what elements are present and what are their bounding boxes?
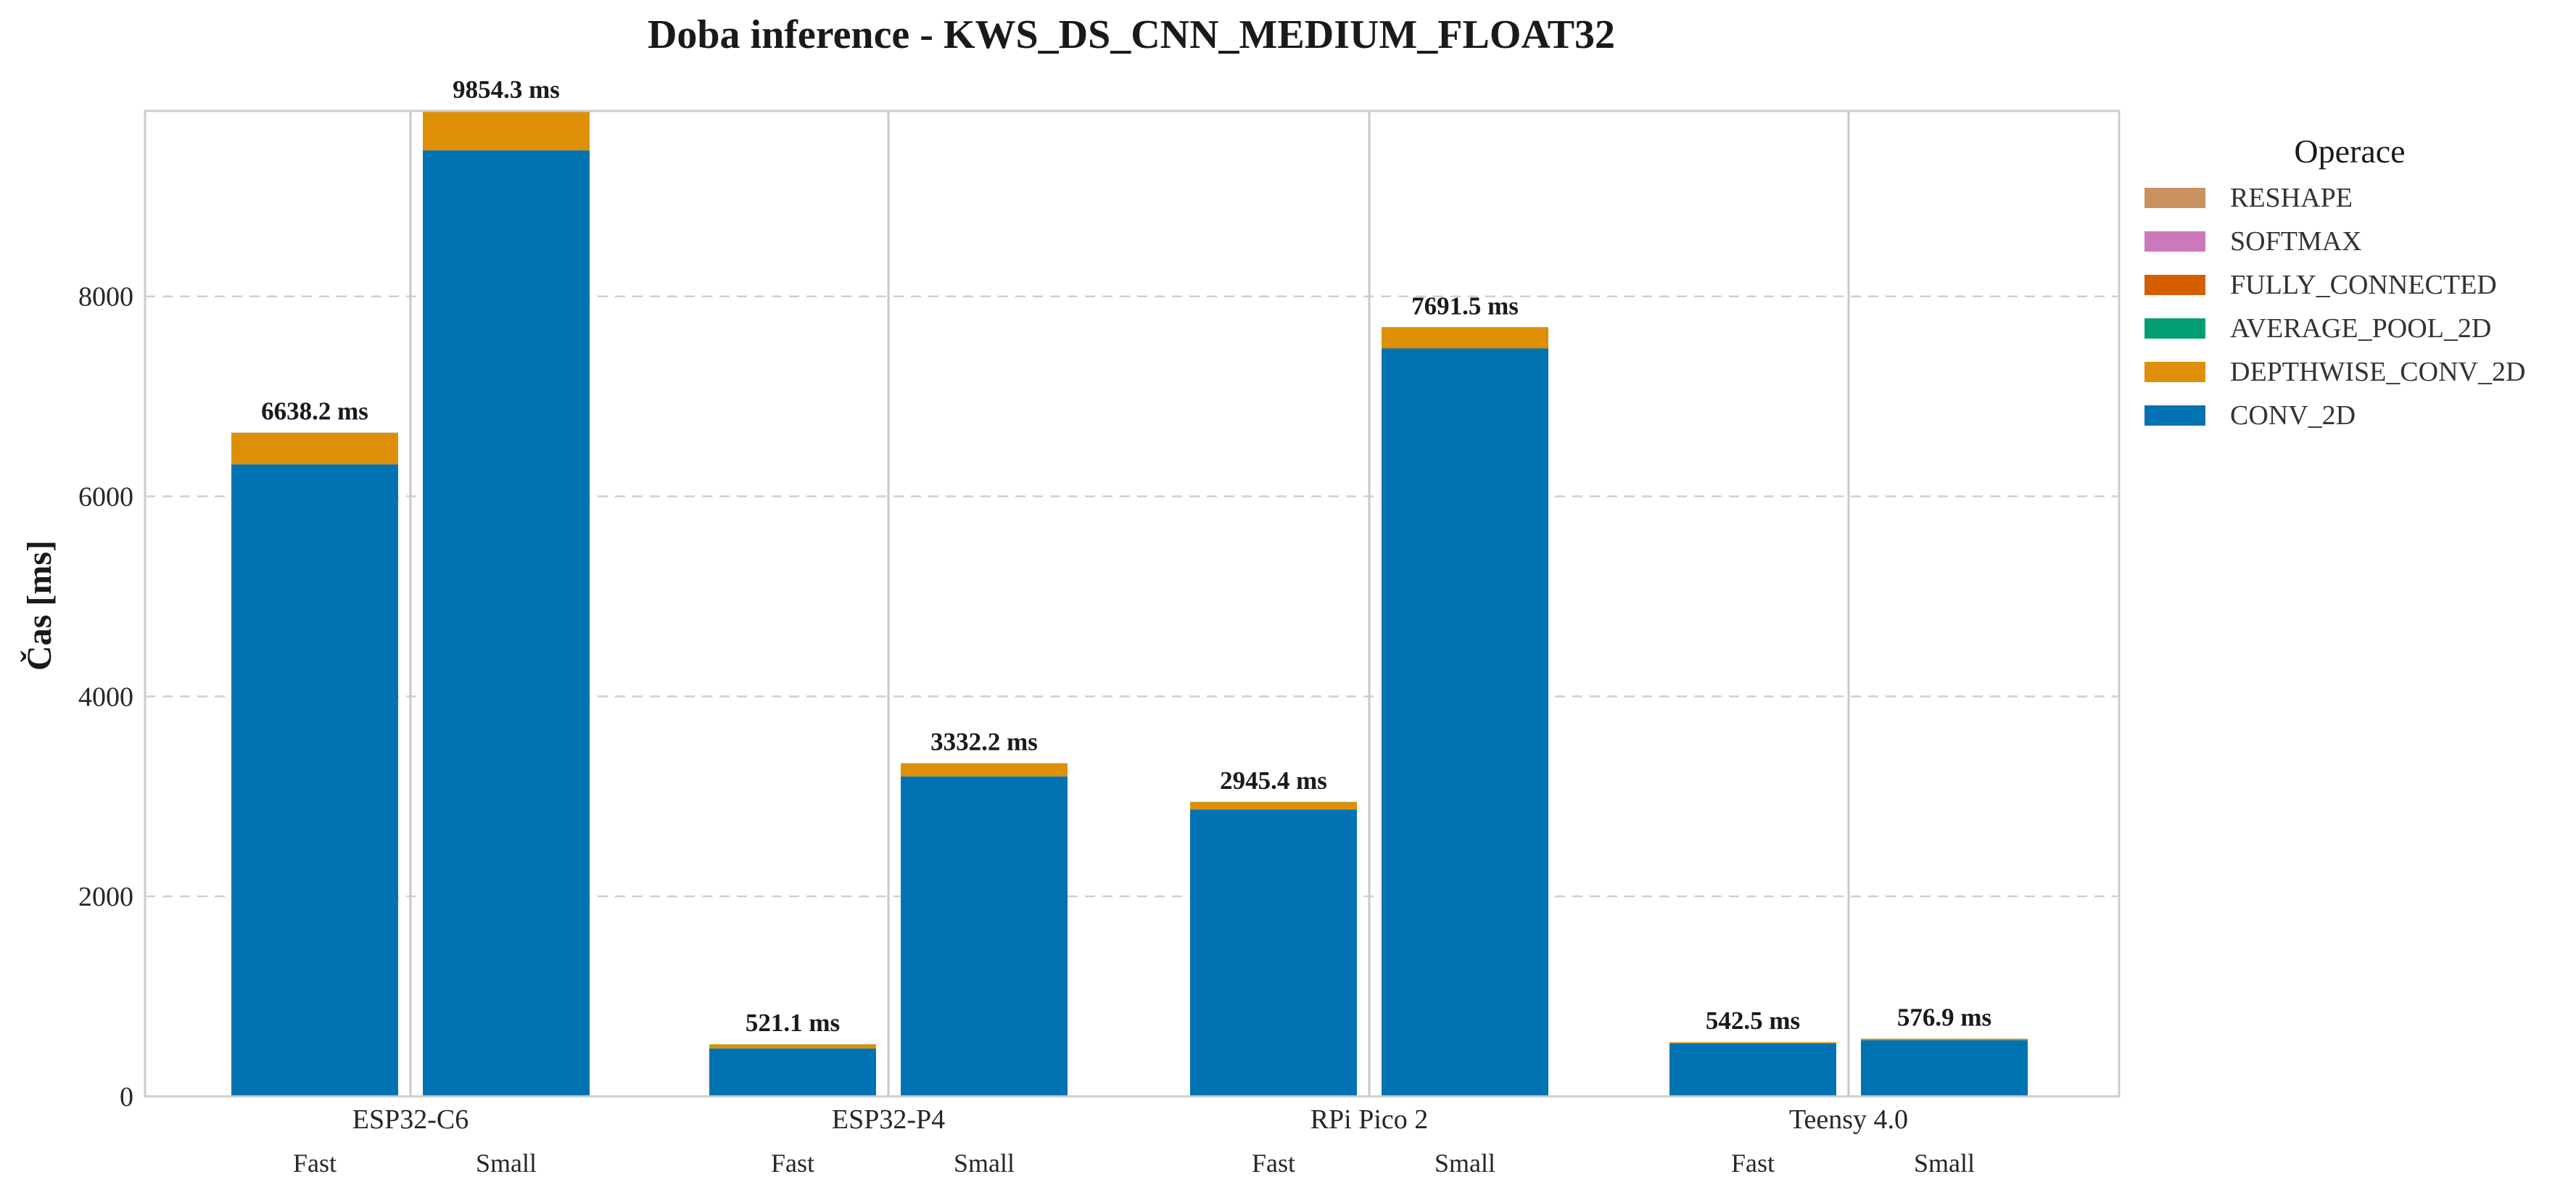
bar-total-labels: 6638.2 ms 9854.3 ms 521.1 ms 3332.2 ms 2945.… <box>261 75 1991 1037</box>
bar-stack <box>901 763 1068 1096</box>
chart-title: Doba inference - KWS_DS_CNN_MEDIUM_FLOAT… <box>648 12 1615 57</box>
bar-total-label: 6638.2 ms <box>261 397 368 426</box>
y-tick-label: 4000 <box>78 682 133 712</box>
y-tick-label: 6000 <box>78 482 133 513</box>
bar-segment-depthwise-conv-2d <box>1861 1038 2028 1041</box>
bar-segment-conv-2d <box>1669 1043 1836 1096</box>
bar-stack <box>231 432 398 1096</box>
legend-entry: FULLY_CONNECTED <box>2144 270 2497 300</box>
x-group-label: ESP32-C6 <box>352 1104 468 1135</box>
bar-stack <box>1382 327 1548 1097</box>
legend-entry: AVERAGE_POOL_2D <box>2144 313 2491 344</box>
legend-title: Operace <box>2294 133 2405 170</box>
bar-stack <box>1190 801 1357 1096</box>
legend-swatch <box>2144 231 2205 252</box>
x-sub-label: Small <box>1914 1149 1975 1178</box>
legend-swatch <box>2144 405 2205 426</box>
bar-total-label: 7691.5 ms <box>1411 291 1519 320</box>
legend-entry: RESHAPE <box>2144 183 2353 213</box>
x-sub-label: Fast <box>293 1149 337 1178</box>
bar-segment-conv-2d <box>1190 809 1357 1096</box>
legend-entry: CONV_2D <box>2144 400 2356 431</box>
x-group-label: RPi Pico 2 <box>1310 1104 1429 1135</box>
legend-label: AVERAGE_POOL_2D <box>2230 313 2491 344</box>
bar-segment-depthwise-conv-2d <box>231 432 398 465</box>
x-group-label: ESP32-P4 <box>832 1104 945 1135</box>
bars <box>231 111 2028 1097</box>
x-sub-label: Small <box>954 1149 1015 1178</box>
bar-segment-conv-2d <box>1382 348 1548 1097</box>
y-tick-label: 0 <box>120 1082 133 1112</box>
x-sub-label: Small <box>1434 1149 1495 1178</box>
grid-lines <box>145 295 2119 898</box>
bar-segment-depthwise-conv-2d <box>1669 1042 1836 1043</box>
y-axis-ticks: 0 2000 4000 6000 8000 <box>78 282 133 1112</box>
bar-stack <box>1861 1038 2028 1096</box>
bar-total-label: 3332.2 ms <box>930 727 1038 756</box>
y-tick-label: 8000 <box>78 282 133 313</box>
bar-total-label: 9854.3 ms <box>453 75 560 104</box>
bar-total-label: 2945.4 ms <box>1220 766 1327 795</box>
legend-entries: RESHAPE SOFTMAX FULLY_CONNECTED AVERAGE_POO… <box>2144 183 2525 431</box>
legend-label: RESHAPE <box>2230 183 2353 213</box>
bar-segment-depthwise-conv-2d <box>423 111 590 151</box>
bar-segment-depthwise-conv-2d <box>901 763 1068 777</box>
bar-segment-depthwise-conv-2d <box>1382 327 1548 349</box>
legend-swatch <box>2144 188 2205 208</box>
bar-stack <box>709 1044 876 1096</box>
bar-segment-depthwise-conv-2d <box>1190 802 1357 810</box>
group-separators <box>409 111 1850 1096</box>
legend-label: SOFTMAX <box>2230 226 2362 257</box>
legend-label: FULLY_CONNECTED <box>2230 270 2497 300</box>
bar-total-label: 521.1 ms <box>746 1009 840 1037</box>
bar-stack <box>423 111 590 1096</box>
bar-segment-conv-2d <box>709 1048 876 1096</box>
plot-frame <box>144 109 2121 1098</box>
x-group-label: Teensy 4.0 <box>1789 1104 1908 1135</box>
bar-segment-depthwise-conv-2d <box>709 1044 876 1049</box>
y-tick-label: 2000 <box>78 882 133 912</box>
bar-segment-conv-2d <box>901 776 1068 1096</box>
x-sub-label: Small <box>476 1149 537 1178</box>
bar-segment-conv-2d <box>1861 1040 2028 1096</box>
legend-label: CONV_2D <box>2230 400 2356 431</box>
bar-segment-conv-2d <box>231 464 398 1096</box>
legend-swatch <box>2144 275 2205 295</box>
x-sub-label: Fast <box>771 1149 814 1178</box>
bar-stack <box>1669 1042 1836 1096</box>
x-sub-label: Fast <box>1731 1149 1775 1178</box>
bar-segment-conv-2d <box>423 150 590 1096</box>
bar-total-label: 576.9 ms <box>1897 1003 1991 1031</box>
legend-entry: DEPTHWISE_CONV_2D <box>2144 357 2525 387</box>
y-axis-label: Čas [ms] <box>20 540 59 671</box>
legend-swatch <box>2144 362 2205 382</box>
legend: Operace RESHAPE SOFTMAX FULLY_CONNECTED AVE… <box>2144 133 2525 431</box>
bar-total-label: 542.5 ms <box>1706 1006 1800 1035</box>
legend-entry: SOFTMAX <box>2144 226 2362 257</box>
legend-label: DEPTHWISE_CONV_2D <box>2230 357 2525 387</box>
legend-swatch <box>2144 318 2205 339</box>
x-sub-label: Fast <box>1252 1149 1295 1178</box>
